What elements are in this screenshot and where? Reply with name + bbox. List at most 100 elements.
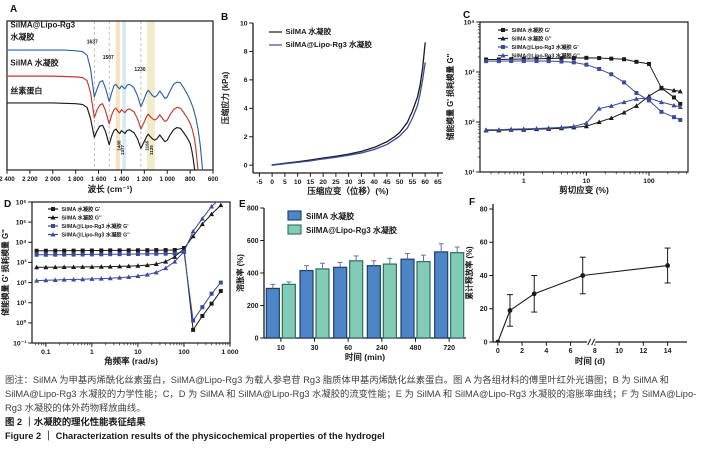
svg-text:10³: 10³: [17, 260, 28, 267]
svg-text:65: 65: [434, 179, 442, 186]
svg-text:20: 20: [319, 179, 327, 186]
svg-text:45: 45: [383, 179, 391, 186]
svg-text:1408: 1408: [117, 140, 122, 151]
svg-text:10⁶: 10⁶: [16, 199, 27, 206]
svg-text:0: 0: [496, 348, 500, 355]
svg-text:SilMA 水凝胶 G'': SilMA 水凝胶 G'': [62, 214, 102, 222]
svg-text:50: 50: [396, 179, 404, 186]
svg-text:10⁰: 10⁰: [16, 320, 27, 327]
svg-text:30: 30: [311, 345, 319, 352]
svg-text:10¹: 10¹: [465, 169, 476, 176]
svg-text:SilMA@Lipo-Rg3 水凝胶 G': SilMA@Lipo-Rg3 水凝胶 G': [62, 222, 129, 230]
panel-label-c: C: [463, 10, 471, 21]
svg-text:SilMA 水凝胶: SilMA 水凝胶: [306, 211, 354, 221]
chart-c-strain-sweep: 1 10 100 10¹ 10² 10³ 10⁴ 剪切应变 (%) 储能模量 G' 损耗模量 G…: [445, 19, 689, 195]
svg-text:SilMA@Lipo-Rg3 水凝胶 G'': SilMA@Lipo-Rg3 水凝胶 G'': [512, 52, 580, 60]
svg-text:800: 800: [247, 205, 259, 212]
svg-text:600: 600: [208, 176, 219, 183]
figure-note: 图注：SilMA 为甲基丙烯酰化丝素蛋白，SilMA@Lipo-Rg3 为载人参…: [5, 375, 697, 413]
svg-text:400: 400: [247, 270, 259, 277]
svg-text:SilMA@Lipo-Rg3 水凝胶: SilMA@Lipo-Rg3 水凝胶: [286, 39, 373, 49]
svg-text:SilMA@Lipo-Rg3 水凝胶 G'': SilMA@Lipo-Rg3 水凝胶 G'': [62, 231, 130, 239]
svg-text:SilMA 水凝胶: SilMA 水凝胶: [286, 26, 332, 36]
svg-text:14: 14: [664, 348, 672, 355]
svg-text:SilMA 水凝胶: SilMA 水凝胶: [10, 58, 58, 68]
svg-text:5: 5: [283, 179, 287, 186]
svg-text:10¹: 10¹: [17, 300, 28, 307]
svg-text:0: 0: [484, 339, 488, 346]
svg-text:600: 600: [247, 238, 259, 245]
chart-b-compression-curve: -5 0 5 10 15 20 25 30 35 40 45 50 55 60 65 0 2 4 6 8 10 压缩应变（…: [220, 20, 443, 196]
svg-text:4: 4: [544, 348, 548, 355]
svg-text:2: 2: [244, 134, 248, 141]
panel-label-e: E: [239, 199, 246, 210]
svg-text:-5: -5: [256, 179, 262, 186]
svg-text:角频率 (rad/s): 角频率 (rad/s): [104, 356, 158, 366]
svg-text:0.1: 0.1: [41, 349, 51, 356]
svg-text:累计释放率 (%): 累计释放率 (%): [464, 246, 474, 300]
svg-text:800: 800: [185, 176, 196, 183]
chart-e-swelling-bars: 0 200 400 600 800 时间 (min) 溶胀率 (%) 10 30 60 240 480…: [235, 205, 466, 362]
svg-text:1165: 1165: [144, 140, 149, 150]
svg-text:10²: 10²: [17, 280, 28, 287]
svg-text:1230: 1230: [134, 67, 145, 73]
svg-text:10: 10: [240, 20, 248, 27]
svg-text:720: 720: [443, 345, 455, 352]
svg-text:2 200: 2 200: [22, 176, 38, 183]
svg-text:SilMA 水凝胶 G': SilMA 水凝胶 G': [512, 26, 551, 34]
svg-text:水凝胶: 水凝胶: [9, 32, 34, 42]
svg-text:35: 35: [358, 179, 366, 186]
svg-text:10: 10: [583, 178, 591, 185]
svg-text:60: 60: [480, 240, 488, 247]
svg-text:时间 (min): 时间 (min): [345, 352, 385, 362]
svg-text:1: 1: [90, 349, 94, 356]
svg-text:1125: 1125: [149, 145, 154, 155]
svg-text:10⁴: 10⁴: [464, 19, 475, 26]
svg-text:0: 0: [244, 162, 248, 169]
svg-text:10: 10: [294, 179, 302, 186]
svg-text:40: 40: [370, 179, 378, 186]
svg-text:1637: 1637: [87, 39, 98, 45]
svg-text:60: 60: [344, 345, 352, 352]
svg-text:10⁵: 10⁵: [16, 219, 27, 226]
svg-text:55: 55: [409, 179, 417, 186]
svg-text:15: 15: [307, 179, 315, 186]
svg-text:6: 6: [244, 77, 248, 84]
figure-title-zh: 图 2 ｜水凝胶的理化性能表征结果: [5, 416, 146, 427]
svg-text:100: 100: [643, 178, 655, 185]
figure-title-en: Figure 2 ｜ Characterization results of t…: [5, 430, 385, 441]
svg-text:1: 1: [522, 178, 526, 185]
figure-caption: 图注：SilMA 为甲基丙烯酰化丝素蛋白，SilMA@Lipo-Rg3 为载人参…: [5, 374, 700, 444]
svg-text:10: 10: [134, 349, 142, 356]
svg-text:40: 40: [480, 273, 488, 280]
panel-label-f: F: [469, 197, 476, 208]
svg-text:1507: 1507: [103, 55, 114, 61]
chart-d-frequency-sweep: 0.1 1 10 100 1 000 10⁻¹ 10⁰ 10¹ 10² 10³ 10⁴ 10⁵ 10⁶ 角…: [0, 199, 239, 366]
svg-text:0: 0: [270, 179, 274, 186]
svg-text:SilMA@Lipo-Rg3: SilMA@Lipo-Rg3: [10, 21, 75, 30]
svg-text:波长 (cm⁻¹): 波长 (cm⁻¹): [88, 184, 133, 194]
svg-text:储能模量 G' 损耗模量 G'': 储能模量 G' 损耗模量 G'': [445, 54, 455, 141]
panel-label-d: D: [4, 199, 12, 210]
svg-text:60: 60: [421, 179, 429, 186]
svg-text:240: 240: [376, 345, 388, 352]
svg-text:10: 10: [277, 345, 285, 352]
svg-text:12: 12: [639, 348, 647, 355]
svg-text:6: 6: [569, 348, 573, 355]
svg-text:1 400: 1 400: [114, 176, 130, 183]
svg-text:SilMA@Lipo-Rg3 水凝胶: SilMA@Lipo-Rg3 水凝胶: [306, 225, 397, 235]
svg-text:1 200: 1 200: [137, 176, 153, 183]
svg-text:8: 8: [593, 348, 597, 355]
panel-label-a: A: [10, 4, 18, 15]
svg-text:SilMA 水凝胶 G': SilMA 水凝胶 G': [62, 205, 101, 213]
svg-text:剪切应变 (%): 剪切应变 (%): [559, 185, 609, 195]
svg-text:10⁻¹: 10⁻¹: [13, 340, 27, 347]
svg-text:80: 80: [480, 206, 488, 213]
svg-text:8: 8: [244, 49, 248, 56]
svg-text:1377: 1377: [120, 144, 125, 155]
svg-text:SilMA@Lipo-Rg3 水凝胶 G': SilMA@Lipo-Rg3 水凝胶 G': [512, 43, 579, 51]
svg-text:1 000: 1 000: [159, 176, 175, 183]
chart-a-ftir-spectra: 2 400 2 200 2 000 1 800 1 600 1 400 1 200 1 000…: [0, 20, 219, 194]
svg-text:4: 4: [244, 106, 248, 113]
svg-text:100: 100: [178, 349, 190, 356]
